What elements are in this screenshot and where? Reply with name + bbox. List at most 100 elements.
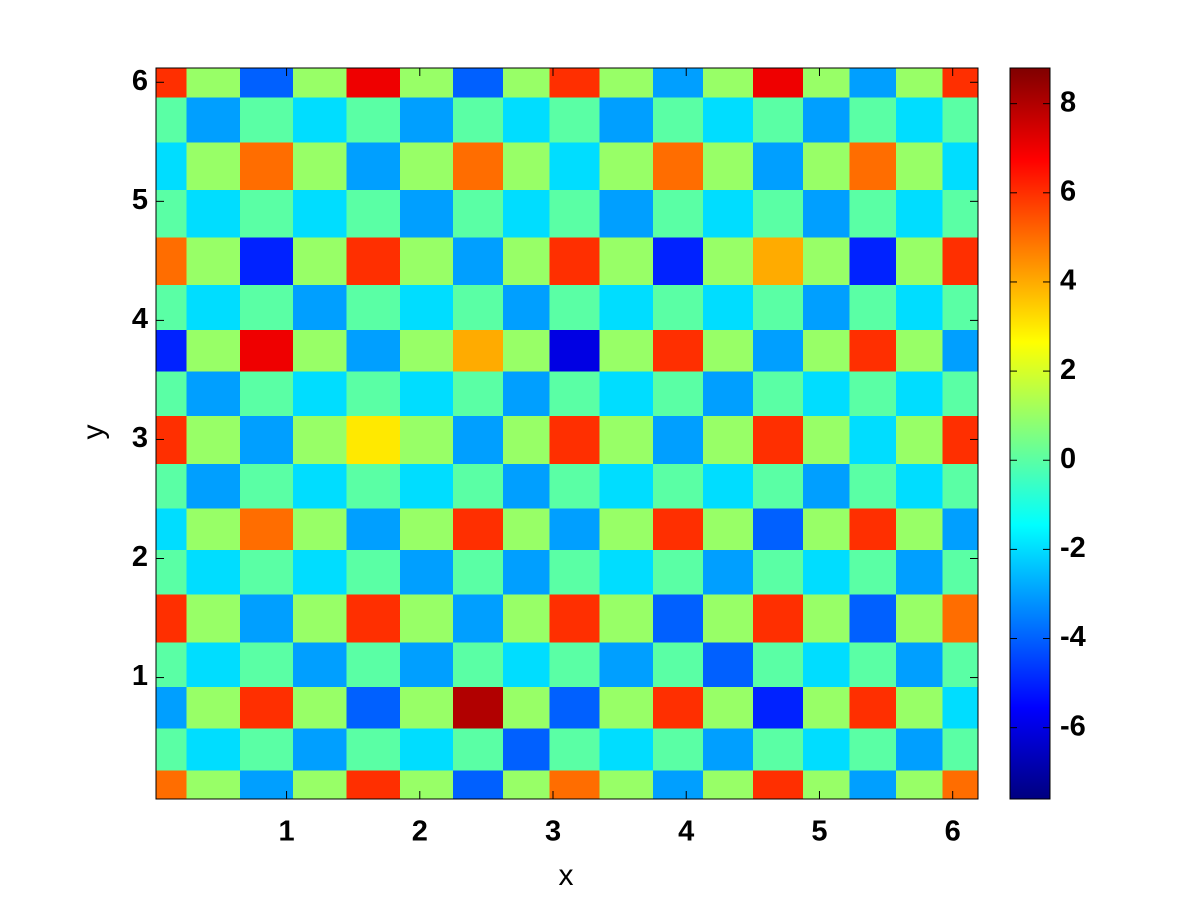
heatmap-cell — [503, 141, 551, 190]
y-tick-label: 2 — [132, 541, 148, 573]
heatmap-cell — [186, 68, 241, 98]
heatmap-cell — [503, 641, 551, 687]
heatmap-cell — [802, 549, 850, 595]
heatmap-cell — [549, 370, 601, 417]
heatmap-cell — [752, 284, 804, 330]
heatmap-cell — [802, 769, 850, 800]
heatmap-cell — [652, 463, 704, 509]
x-tick-label: 3 — [545, 816, 561, 848]
heatmap-cell — [346, 415, 401, 464]
heatmap-cell — [453, 769, 504, 800]
heatmap-cell — [752, 237, 804, 286]
heatmap-cell — [399, 728, 454, 771]
heatmap-cell — [549, 415, 601, 464]
heatmap-cell — [942, 769, 979, 800]
heatmap-cell — [346, 507, 401, 551]
heatmap-cell — [549, 141, 601, 190]
heatmap-cell — [503, 329, 551, 372]
heatmap-cell — [293, 594, 348, 643]
heatmap-cell — [702, 189, 754, 238]
heatmap-cell — [896, 237, 944, 286]
colorbar-tick-label: -4 — [1060, 621, 1086, 653]
heatmap-cell — [652, 237, 704, 286]
heatmap-cell — [702, 549, 754, 595]
heatmap-cell — [239, 141, 294, 190]
heatmap-cell — [549, 189, 601, 238]
heatmap-cell — [849, 370, 897, 417]
heatmap-cell — [503, 189, 551, 238]
heatmap-cell — [346, 284, 401, 330]
heatmap-cell — [293, 284, 348, 330]
heatmap-cell — [702, 415, 754, 464]
heatmap-cell — [239, 415, 294, 464]
heatmap-cell — [702, 68, 754, 98]
heatmap-cell — [849, 686, 897, 729]
colorbar-tick-label: 0 — [1060, 443, 1076, 475]
heatmap-cell — [453, 370, 504, 417]
heatmap-cell — [156, 686, 188, 729]
heatmap-cell — [802, 463, 850, 509]
heatmap-cell — [702, 284, 754, 330]
heatmap-cell — [346, 68, 401, 98]
heatmap-cell — [702, 141, 754, 190]
heatmap-cell — [503, 728, 551, 771]
heatmap-cell — [752, 641, 804, 687]
heatmap-cell — [186, 370, 241, 417]
heatmap-cell — [702, 641, 754, 687]
heatmap-cell — [549, 594, 601, 643]
heatmap-cell — [849, 769, 897, 800]
heatmap-cell — [599, 507, 654, 551]
y-tick-label: 6 — [132, 65, 148, 97]
heatmap-cell — [652, 284, 704, 330]
heatmap-cell — [293, 463, 348, 509]
heatmap-cell — [599, 141, 654, 190]
heatmap-cell — [896, 641, 944, 687]
heatmap-cell — [942, 463, 979, 509]
heatmap-cell — [346, 463, 401, 509]
heatmap-cell — [503, 507, 551, 551]
heatmap-cell — [503, 686, 551, 729]
heatmap-cell — [346, 329, 401, 372]
heatmap-cell — [599, 370, 654, 417]
heatmap-cell — [849, 549, 897, 595]
heatmap-cell — [896, 141, 944, 190]
heatmap-cell — [896, 728, 944, 771]
heatmap-cell — [399, 549, 454, 595]
heatmap-cell — [293, 370, 348, 417]
heatmap-cell — [549, 549, 601, 595]
heatmap-cell — [503, 97, 551, 143]
heatmap-cell — [752, 329, 804, 372]
y-tick-label: 1 — [132, 660, 148, 692]
colorbar-tick-label: 2 — [1060, 354, 1076, 386]
heatmap-cell — [239, 237, 294, 286]
heatmap-cell — [346, 594, 401, 643]
heatmap-cell — [942, 237, 979, 286]
heatmap-cell — [752, 370, 804, 417]
heatmap-cell — [453, 329, 504, 372]
heatmap-cell — [293, 728, 348, 771]
heatmap-cell — [399, 68, 454, 98]
heatmap-cell — [599, 284, 654, 330]
heatmap-cell — [652, 189, 704, 238]
heatmap-cell — [186, 641, 241, 687]
heatmap-cell — [652, 549, 704, 595]
heatmap-cell — [752, 594, 804, 643]
heatmap-cell — [849, 284, 897, 330]
heatmap-cell — [599, 189, 654, 238]
heatmap-cell — [239, 507, 294, 551]
heatmap-cell — [399, 237, 454, 286]
heatmap — [156, 68, 979, 800]
heatmap-cell — [156, 370, 188, 417]
heatmap-cell — [752, 189, 804, 238]
heatmap-cell — [896, 68, 944, 98]
heatmap-cell — [752, 97, 804, 143]
heatmap-cell — [156, 189, 188, 238]
heatmap-cell — [896, 769, 944, 800]
heatmap-cell — [346, 141, 401, 190]
heatmap-cell — [702, 594, 754, 643]
colorbar-tick-label: 8 — [1060, 86, 1076, 118]
heatmap-cell — [652, 507, 704, 551]
heatmap-cell — [896, 507, 944, 551]
heatmap-cell — [849, 189, 897, 238]
